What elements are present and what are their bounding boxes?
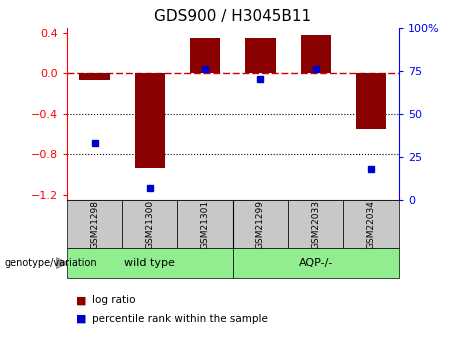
Bar (245, 38, 276, 73)
Bar (79, 73, 110, 80)
Bar (135, 73, 165, 168)
Bar (67, 248, 233, 278)
Bar (343, 200, 399, 248)
Bar (356, 73, 386, 129)
Title: GDS900 / H3045B11: GDS900 / H3045B11 (154, 9, 311, 24)
Text: ■: ■ (76, 295, 87, 305)
Bar (67, 200, 122, 248)
Text: log ratio: log ratio (92, 295, 136, 305)
Text: AQP-/-: AQP-/- (299, 258, 333, 268)
Bar (288, 200, 343, 248)
Text: genotype/variation: genotype/variation (5, 258, 97, 268)
Bar (190, 38, 220, 73)
Bar (233, 248, 399, 278)
Text: GSM22034: GSM22034 (366, 200, 376, 249)
Text: GSM21300: GSM21300 (145, 200, 154, 249)
Bar (122, 200, 177, 248)
Text: GSM21299: GSM21299 (256, 200, 265, 249)
Text: ■: ■ (76, 314, 87, 324)
Text: GSM21301: GSM21301 (201, 200, 210, 249)
Bar (233, 200, 288, 248)
Text: percentile rank within the sample: percentile rank within the sample (92, 314, 268, 324)
Bar (301, 35, 331, 73)
Text: GSM22033: GSM22033 (311, 200, 320, 249)
Text: wild type: wild type (124, 258, 175, 268)
Bar (177, 200, 233, 248)
Polygon shape (56, 258, 68, 268)
Text: GSM21298: GSM21298 (90, 200, 99, 249)
